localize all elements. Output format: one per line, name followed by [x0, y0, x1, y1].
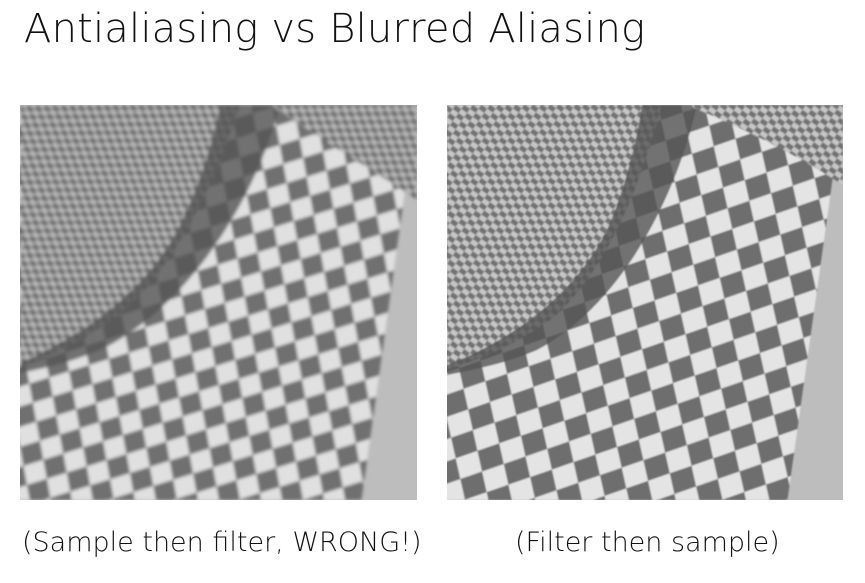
antialiased-render [447, 105, 843, 500]
checkerboard-render-right [447, 105, 843, 500]
page-title: Antialiasing vs Blurred Aliasing [24, 6, 646, 52]
aliased-blurred-render [20, 105, 417, 500]
checkerboard-render-left [20, 105, 417, 500]
left-caption: (Sample then filter, WRONG!) [22, 527, 422, 558]
right-caption: (Filter then sample) [515, 527, 780, 558]
